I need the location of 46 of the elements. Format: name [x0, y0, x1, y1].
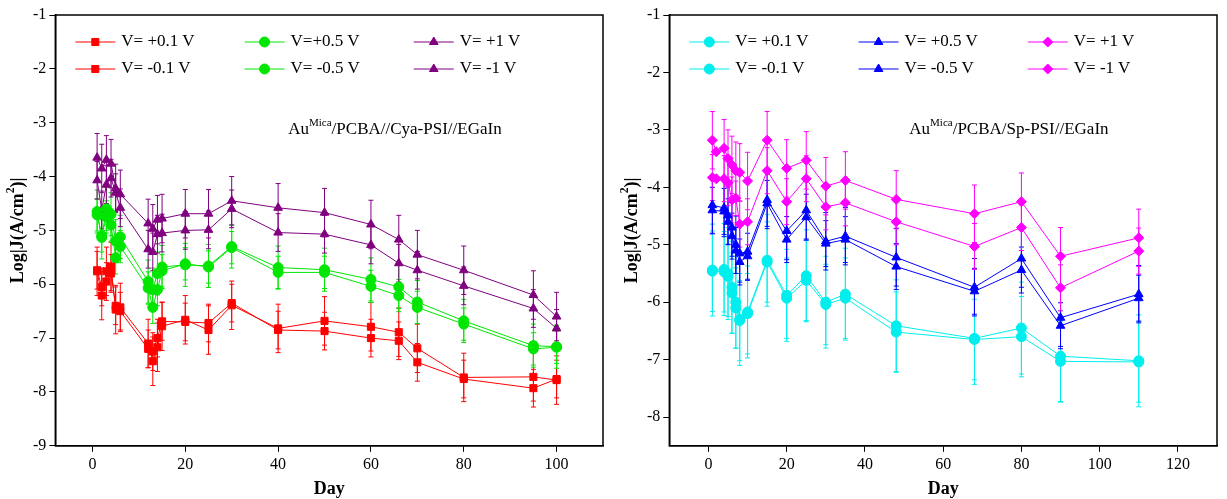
legend-label: V= +0.1 V [121, 31, 196, 51]
x-axis-title: Day [927, 477, 959, 498]
x-tick-label: 100 [544, 454, 569, 472]
x-tick-label: 20 [778, 454, 795, 472]
y-tick-label: -4 [33, 166, 47, 184]
y-tick-label: -7 [647, 349, 661, 367]
y-tick-label: -7 [33, 328, 47, 346]
y-tick-label: -6 [647, 292, 661, 310]
y-tick-label: -2 [33, 59, 47, 77]
legend-label: V= -1 V [459, 58, 517, 78]
legend-label: V= -1 V [1073, 58, 1131, 78]
y-tick-label: -5 [647, 234, 661, 252]
y-tick-label: -3 [647, 120, 661, 138]
legend-label: V= -0.1 V [735, 58, 806, 78]
x-tick-label: 40 [856, 454, 873, 472]
y-axis-title: Log|J(A/cm2)| [617, 177, 642, 284]
y-tick-label: -1 [33, 5, 47, 23]
legend-label: V= -0.5 V [904, 58, 975, 78]
x-tick-label: 40 [270, 454, 287, 472]
legend-label: V= -0.5 V [290, 58, 361, 78]
y-tick-label: -6 [33, 274, 47, 292]
legend-label: V=+0.5 V [290, 31, 361, 51]
y-axis-title: Log|J(A/cm2)| [3, 177, 28, 284]
y-tick-label: -9 [33, 436, 47, 453]
y-tick-label: -3 [33, 112, 47, 130]
x-axis-title: Day [313, 477, 345, 498]
y-tick-label: -5 [33, 220, 47, 238]
y-tick-label: -2 [647, 62, 661, 80]
legend-label: V= +1 V [459, 31, 521, 51]
x-tick-label: 20 [177, 454, 194, 472]
legend-label: V= -0.1 V [121, 58, 192, 78]
y-tick-label: -1 [647, 5, 661, 23]
y-tick-label: -8 [33, 382, 47, 400]
legend-label: V= +0.1 V [735, 31, 810, 51]
y-tick-label: -4 [647, 177, 661, 195]
x-tick-label: 120 [1165, 454, 1190, 472]
x-tick-label: 60 [362, 454, 379, 472]
legend-label: V= +1 V [1073, 31, 1135, 51]
legend-label: V= +0.5 V [904, 31, 979, 51]
x-tick-label: 80 [1013, 454, 1030, 472]
x-tick-label: 60 [935, 454, 952, 472]
x-tick-label: 0 [704, 454, 713, 472]
x-tick-label: 0 [88, 454, 97, 472]
y-tick-label: -8 [647, 407, 661, 425]
x-tick-label: 100 [1087, 454, 1112, 472]
x-tick-label: 80 [455, 454, 472, 472]
